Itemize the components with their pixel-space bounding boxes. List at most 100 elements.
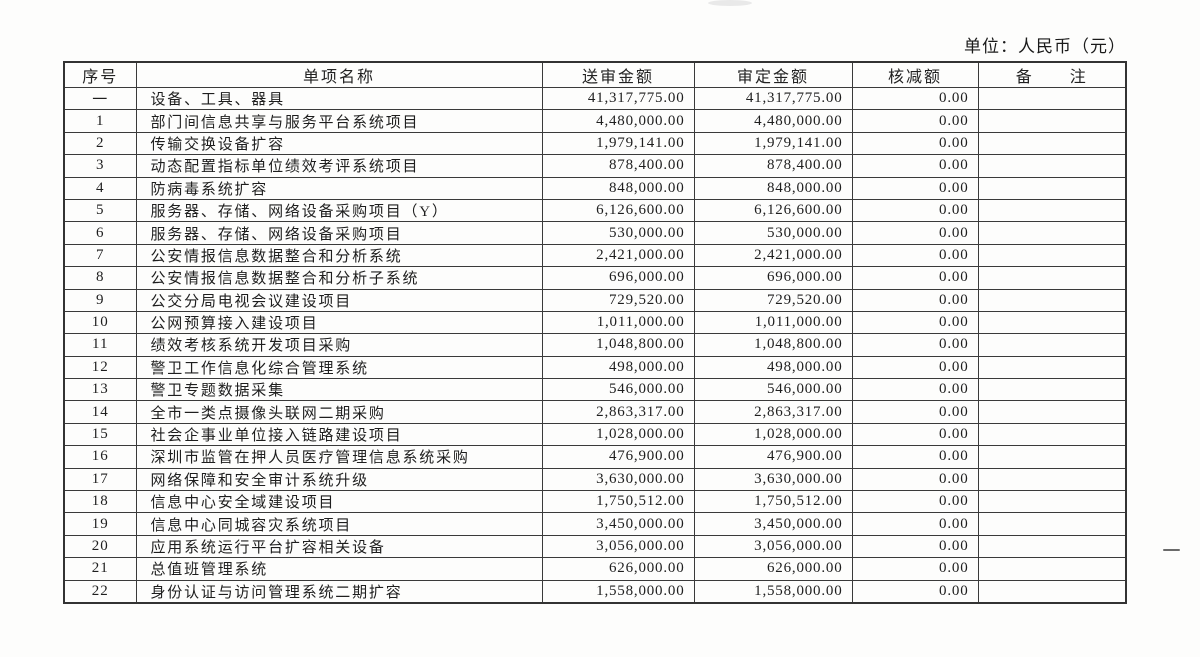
table-row: 20 应用系统运行平台扩容相关设备 3,056,000.00 3,056,000… [63,534,1127,559]
table-row: 11 绩效考核系统开发项目采购 1,048,800.00 1,048,800.0… [63,333,1127,357]
row-approved-amount: 6,126,600.00 [693,198,853,223]
table-row: 1 部门间信息共享与服务平台系统项目 4,480,000.00 4,480,00… [63,109,1127,133]
row-remark [977,86,1127,111]
table-header-row: 序号 单项名称 送审金额 审定金额 核减额 备 注 [63,61,1127,88]
row-submitted-amount: 3,056,000.00 [541,534,695,559]
row-approved-amount: 1,048,800.00 [693,333,853,357]
row-reduction-amount: 0.00 [851,557,979,581]
row-approved-amount: 3,630,000.00 [693,467,853,492]
row-item-name: 公安情报信息数据整合和分析子系统 [135,266,543,290]
row-reduction-amount: 0.00 [851,355,979,380]
row-remark [977,310,1127,335]
row-submitted-amount: 626,000.00 [541,557,695,581]
row-item-name: 警卫工作信息化综合管理系统 [135,355,543,380]
row-item-name: 深圳市监管在押人员医疗管理信息系统采购 [135,445,543,469]
row-reduction-amount: 0.00 [851,579,979,604]
row-item-name: 信息中心安全域建设项目 [135,490,543,514]
row-serial-number: 9 [63,288,137,312]
row-remark [977,266,1127,290]
row-approved-amount: 1,011,000.00 [693,310,853,335]
row-approved-amount: 41,317,775.00 [693,86,853,111]
row-remark [977,154,1127,178]
row-item-name: 信息中心同城容灾系统项目 [135,512,543,536]
row-serial-number: 12 [63,355,137,380]
row-submitted-amount: 1,048,800.00 [541,333,695,357]
header-approved-amount: 审定金额 [693,61,853,88]
row-serial-number: 22 [63,579,137,604]
row-remark [977,557,1127,581]
row-approved-amount: 498,000.00 [693,355,853,380]
row-remark [977,490,1127,514]
header-item-name: 单项名称 [135,61,543,88]
row-remark [977,333,1127,357]
row-item-name: 身份认证与访问管理系统二期扩容 [135,579,543,604]
row-remark [977,512,1127,536]
row-serial-number: 6 [63,221,137,245]
row-approved-amount: 1,028,000.00 [693,422,853,447]
row-submitted-amount: 1,750,512.00 [541,490,695,514]
row-remark [977,221,1127,245]
row-reduction-amount: 0.00 [851,154,979,178]
row-serial-number: 4 [63,176,137,200]
row-reduction-amount: 0.00 [851,176,979,200]
row-submitted-amount: 6,126,600.00 [541,198,695,223]
row-serial-number: 1 [63,109,137,133]
row-submitted-amount: 476,900.00 [541,445,695,469]
row-reduction-amount: 0.00 [851,131,979,156]
row-approved-amount: 2,863,317.00 [693,400,853,424]
row-approved-amount: 3,056,000.00 [693,534,853,559]
row-approved-amount: 530,000.00 [693,221,853,245]
table-row: 8 公安情报信息数据整合和分析子系统 696,000.00 696,000.00… [63,266,1127,290]
row-serial-number: 11 [63,333,137,357]
header-no: 序号 [63,61,137,88]
row-item-name: 警卫专题数据采集 [135,378,543,402]
row-item-name: 总值班管理系统 [135,557,543,581]
row-item-name: 部门间信息共享与服务平台系统项目 [135,109,543,133]
table-row: 一 设备、工具、器具 41,317,775.00 41,317,775.00 0… [63,86,1127,111]
row-item-name: 全市一类点摄像头联网二期采购 [135,400,543,424]
table-row: 15 社会企事业单位接入链路建设项目 1,028,000.00 1,028,00… [63,422,1127,447]
table-row: 5 服务器、存储、网络设备采购项目（Y） 6,126,600.00 6,126,… [63,198,1127,223]
row-submitted-amount: 3,630,000.00 [541,467,695,492]
row-submitted-amount: 729,520.00 [541,288,695,312]
row-submitted-amount: 3,450,000.00 [541,512,695,536]
row-serial-number: 2 [63,131,137,156]
row-reduction-amount: 0.00 [851,221,979,245]
row-reduction-amount: 0.00 [851,512,979,536]
row-remark [977,579,1127,604]
row-approved-amount: 1,558,000.00 [693,579,853,604]
row-serial-number: 20 [63,534,137,559]
row-item-name: 服务器、存储、网络设备采购项目（Y） [135,198,543,223]
row-remark [977,534,1127,559]
row-submitted-amount: 2,421,000.00 [541,243,695,268]
row-approved-amount: 3,450,000.00 [693,512,853,536]
table-row: 22 身份认证与访问管理系统二期扩容 1,558,000.00 1,558,00… [63,579,1127,604]
table-row: 16 深圳市监管在押人员医疗管理信息系统采购 476,900.00 476,90… [63,445,1127,469]
row-item-name: 动态配置指标单位绩效考评系统项目 [135,154,543,178]
row-submitted-amount: 696,000.00 [541,266,695,290]
row-remark [977,467,1127,492]
row-remark [977,288,1127,312]
row-remark [977,198,1127,223]
row-remark [977,378,1127,402]
row-submitted-amount: 546,000.00 [541,378,695,402]
row-approved-amount: 729,520.00 [693,288,853,312]
row-submitted-amount: 1,558,000.00 [541,579,695,604]
row-reduction-amount: 0.00 [851,534,979,559]
row-serial-number: 15 [63,422,137,447]
table-row: 2 传输交换设备扩容 1,979,141.00 1,979,141.00 0.0… [63,131,1127,156]
table-row: 4 防病毒系统扩容 848,000.00 848,000.00 0.00 [63,176,1127,200]
table-row: 21 总值班管理系统 626,000.00 626,000.00 0.00 [63,557,1127,581]
row-reduction-amount: 0.00 [851,86,979,111]
table-row: 19 信息中心同城容灾系统项目 3,450,000.00 3,450,000.0… [63,512,1127,536]
row-approved-amount: 1,750,512.00 [693,490,853,514]
row-remark [977,176,1127,200]
row-submitted-amount: 1,011,000.00 [541,310,695,335]
row-approved-amount: 626,000.00 [693,557,853,581]
row-reduction-amount: 0.00 [851,333,979,357]
header-submitted-amount: 送审金额 [541,61,695,88]
table-row: 12 警卫工作信息化综合管理系统 498,000.00 498,000.00 0… [63,355,1127,380]
row-item-name: 应用系统运行平台扩容相关设备 [135,534,543,559]
row-item-name: 公网预算接入建设项目 [135,310,543,335]
